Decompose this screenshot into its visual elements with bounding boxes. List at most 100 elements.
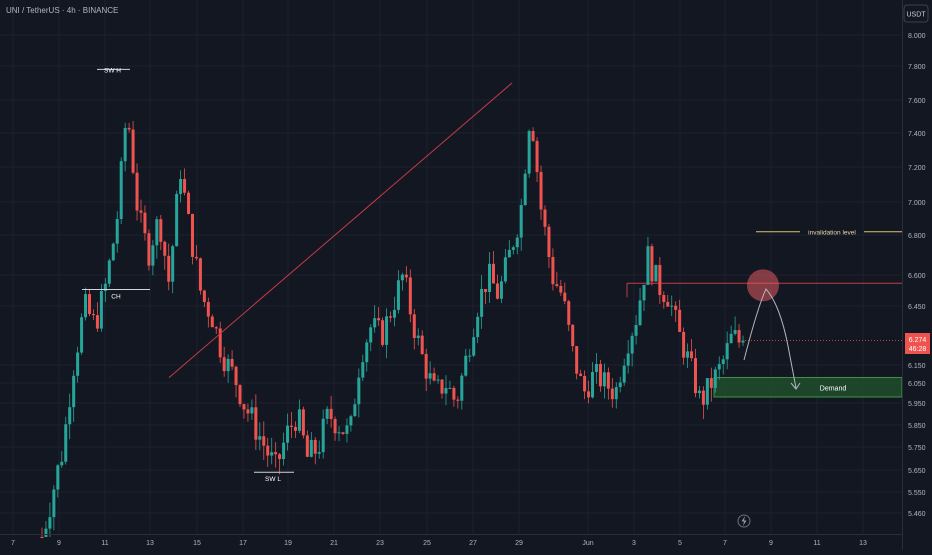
demand-label: Demand bbox=[820, 385, 847, 392]
candle-body bbox=[305, 435, 309, 457]
candle-body bbox=[622, 365, 626, 383]
candle-body bbox=[266, 445, 270, 456]
candle-body bbox=[377, 318, 381, 321]
candle-body bbox=[76, 352, 80, 376]
price-tick-label: 6.600 bbox=[908, 273, 926, 280]
candle-body bbox=[147, 233, 151, 266]
price-tick-label: 5.650 bbox=[908, 468, 926, 475]
candle-body bbox=[40, 537, 44, 538]
candle-body bbox=[567, 301, 571, 325]
candle-body bbox=[725, 343, 729, 360]
candle-body bbox=[598, 364, 602, 387]
candle-body bbox=[499, 281, 503, 299]
candle-body bbox=[218, 328, 222, 358]
candle-body bbox=[543, 209, 547, 227]
price-tick-label: 5.750 bbox=[908, 445, 926, 452]
price-tick-label: 7.400 bbox=[908, 131, 926, 138]
candle-body bbox=[662, 294, 666, 302]
candle-body bbox=[52, 489, 56, 518]
candle-body bbox=[365, 342, 369, 363]
candle-body bbox=[349, 416, 353, 426]
candle-body bbox=[420, 335, 424, 354]
candle-body bbox=[385, 316, 389, 345]
candle-body bbox=[361, 362, 365, 378]
candle-body bbox=[713, 369, 717, 388]
currency-button[interactable]: USDT bbox=[903, 4, 929, 23]
candle-body bbox=[139, 210, 143, 213]
candle-body bbox=[579, 373, 583, 376]
candle-body bbox=[226, 358, 230, 372]
candle-body bbox=[468, 355, 472, 357]
candle-body bbox=[99, 291, 103, 329]
candle-body bbox=[444, 387, 448, 394]
price-tick-label: 5.850 bbox=[908, 423, 926, 430]
candle-body bbox=[670, 305, 674, 307]
candle-body bbox=[408, 277, 412, 315]
candle-body bbox=[658, 264, 662, 295]
invalidation-label: invalidation level bbox=[808, 230, 856, 237]
candle-body bbox=[535, 140, 539, 172]
lightning-icon[interactable] bbox=[737, 514, 751, 528]
candle-body bbox=[222, 357, 226, 372]
candle-body bbox=[60, 461, 64, 466]
price-axis[interactable]: 8.000 7.800 7.600 7.400 7.200 7.000 6.800 6.600… bbox=[902, 0, 926, 550]
currency-button-label[interactable]: USDT bbox=[906, 12, 926, 19]
candle-body bbox=[131, 129, 135, 173]
ch-label: CH bbox=[111, 293, 121, 300]
price-tick-label: 7.200 bbox=[908, 165, 926, 172]
candle-body bbox=[107, 260, 111, 284]
candle-body bbox=[674, 305, 678, 310]
candle-body bbox=[729, 333, 733, 344]
candle-body bbox=[563, 292, 567, 302]
time-axis[interactable]: 7 9 11 13 15 17 19 21 23 25 27 29 Jun 3 5 7 9 11 13 bbox=[0, 534, 902, 548]
time-tick-label: 27 bbox=[469, 540, 477, 547]
candle-body bbox=[286, 425, 290, 443]
candle-body bbox=[392, 309, 396, 318]
candle-body bbox=[119, 161, 123, 219]
candle-body bbox=[686, 351, 690, 358]
time-tick-label: 3 bbox=[632, 540, 636, 547]
candle-body bbox=[64, 424, 68, 462]
candle-body bbox=[571, 324, 575, 347]
price-tick-label: 5.550 bbox=[908, 490, 926, 497]
price-tick-label: 7.600 bbox=[908, 98, 926, 105]
candle-body bbox=[555, 284, 559, 286]
candle-body bbox=[194, 256, 198, 259]
time-tick-label: 7 bbox=[723, 540, 727, 547]
candle-body bbox=[198, 258, 202, 291]
candle-body bbox=[143, 212, 147, 234]
candle-body bbox=[523, 173, 527, 206]
candle-body bbox=[436, 379, 440, 381]
candle-body bbox=[329, 408, 333, 419]
candle-body bbox=[373, 318, 377, 328]
candle-body bbox=[594, 364, 598, 372]
candle-body bbox=[179, 179, 183, 194]
candle-body bbox=[575, 346, 579, 374]
candle-body bbox=[606, 372, 610, 389]
candle-body bbox=[527, 131, 531, 174]
candle-body bbox=[733, 330, 737, 334]
candle-body bbox=[503, 257, 507, 282]
candle-body bbox=[717, 364, 721, 370]
candle-body bbox=[432, 373, 436, 381]
candle-body bbox=[678, 309, 682, 332]
time-tick-label: 9 bbox=[57, 540, 61, 547]
candle-body bbox=[654, 264, 658, 282]
candle-body bbox=[741, 340, 745, 343]
price-tick-label: 6.150 bbox=[908, 363, 926, 370]
candle-body bbox=[333, 418, 337, 434]
candle-body bbox=[618, 382, 622, 388]
candle-body bbox=[44, 528, 48, 537]
candle-body bbox=[289, 425, 294, 427]
candle-body bbox=[183, 179, 187, 193]
time-tick-label: 13 bbox=[859, 540, 867, 547]
candle-body bbox=[396, 280, 400, 310]
candle-body bbox=[476, 316, 480, 338]
candle-body bbox=[389, 316, 393, 318]
time-tick-label: 23 bbox=[376, 540, 384, 547]
candle-body bbox=[642, 284, 646, 301]
candle-body bbox=[480, 288, 484, 317]
symbol-header: UNI / TetherUS · 4h · BINANCE bbox=[6, 6, 118, 15]
